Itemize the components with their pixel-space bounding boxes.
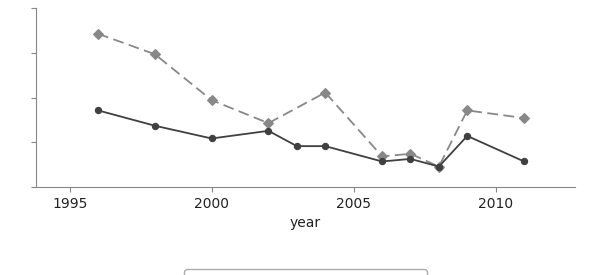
Nonpayers (407, 152, 414, 155)
Line: Nonpayers: Nonpayers (94, 30, 528, 170)
Payers (378, 160, 385, 163)
Payers (407, 157, 414, 161)
Payers (294, 144, 301, 148)
Payers (94, 109, 101, 112)
Nonpayers (94, 32, 101, 35)
Nonpayers (322, 91, 329, 94)
Nonpayers (378, 155, 385, 158)
Nonpayers (265, 122, 272, 125)
Payers (464, 134, 471, 138)
Payers (435, 165, 442, 168)
Nonpayers (208, 98, 215, 102)
X-axis label: year: year (290, 216, 321, 230)
Payers (265, 129, 272, 133)
Payers (151, 124, 158, 127)
Legend: Payers, Nonpayers: Payers, Nonpayers (184, 269, 427, 275)
Payers (208, 137, 215, 140)
Nonpayers (464, 109, 471, 112)
Nonpayers (151, 53, 158, 56)
Payers (521, 160, 528, 163)
Payers (322, 144, 329, 148)
Nonpayers (521, 116, 528, 120)
Nonpayers (435, 165, 442, 168)
Line: Payers: Payers (95, 107, 527, 170)
